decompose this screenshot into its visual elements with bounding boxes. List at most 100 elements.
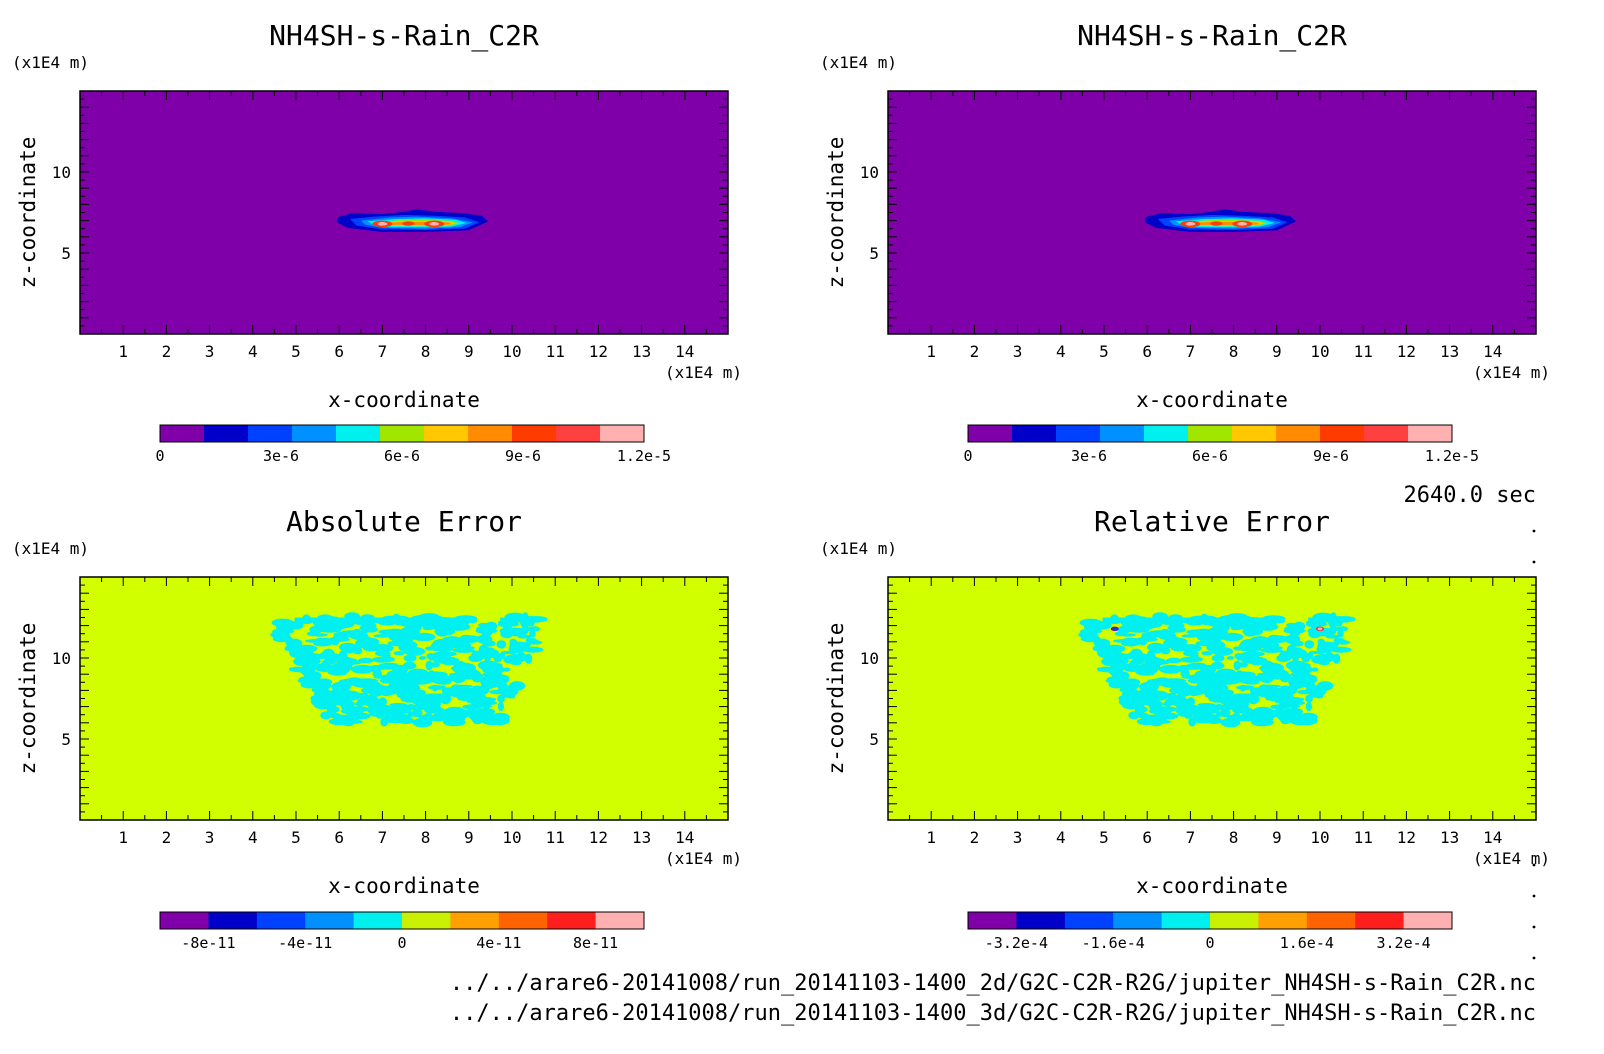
error-speckle	[391, 617, 412, 622]
error-speckle	[272, 634, 293, 643]
error-speckle	[1305, 701, 1312, 712]
error-speckle	[1287, 676, 1309, 686]
error-speckle	[361, 697, 380, 704]
colorbar-swatch	[1355, 912, 1405, 929]
error-speckle	[1238, 617, 1257, 622]
error-speckle	[391, 707, 412, 714]
colorbar-swatch	[1064, 912, 1114, 929]
error-speckle	[476, 634, 493, 644]
x-unit-label: (x1E4 m)	[1473, 363, 1550, 382]
colorbar-swatch	[1188, 425, 1233, 442]
x-tick-label: 13	[632, 342, 651, 361]
error-speckle	[1265, 664, 1284, 673]
error-speckle	[328, 706, 340, 713]
error-speckle	[369, 710, 382, 717]
error-speckle	[1256, 673, 1278, 681]
error-speckle	[430, 705, 442, 712]
y-unit-label: (x1E4 m)	[12, 539, 89, 558]
error-speckle	[314, 621, 323, 632]
error-speckle	[340, 617, 354, 623]
error-speckle	[465, 691, 476, 697]
x-unit-label: (x1E4 m)	[1473, 849, 1550, 868]
x-tick-label: 11	[1354, 828, 1373, 847]
error-speckle	[476, 626, 492, 632]
error-speckle	[1292, 656, 1299, 663]
error-speckle	[425, 662, 440, 668]
error-speckle	[1267, 645, 1278, 650]
error-speckle	[1270, 617, 1285, 622]
colorbar-swatch	[968, 425, 1013, 442]
error-speckle	[1245, 653, 1260, 661]
error-speckle	[345, 633, 352, 638]
y-unit-label: (x1E4 m)	[820, 53, 897, 72]
error-speckle	[1234, 675, 1246, 683]
y-axis-title: z-coordinate	[824, 623, 848, 775]
x-tick-label: 7	[378, 342, 388, 361]
colorbar-label: -1.6e-4	[1082, 934, 1145, 952]
x-tick-label: 4	[248, 342, 258, 361]
error-speckle	[1180, 656, 1201, 663]
error-speckle	[1119, 687, 1127, 693]
colorbar-frame	[967, 424, 1453, 443]
error-speckle	[1121, 689, 1141, 699]
error-speckle	[378, 697, 387, 707]
error-speckle	[1199, 631, 1221, 640]
error-speckle	[497, 701, 504, 712]
y-unit-label: (x1E4 m)	[12, 53, 89, 72]
x-tick-label: 7	[378, 828, 388, 847]
x-tick-label: 1	[926, 828, 936, 847]
ticks	[79, 90, 729, 335]
error-speckle	[1205, 693, 1225, 699]
extreme-negative-core	[1112, 627, 1118, 631]
error-speckle	[479, 676, 501, 686]
error-speckle	[1305, 674, 1318, 684]
x-tick-label: 11	[546, 342, 565, 361]
error-speckle	[509, 617, 522, 623]
chart-panel-4: Relative Error (x1E4 m) (x1E4 m) x-coordina…	[820, 505, 1550, 952]
colorbar-swatch	[968, 912, 1017, 929]
file-path-2d: ../../arare6-20141008/run_20141103-1400_…	[450, 971, 1536, 996]
colorbar-swatch	[204, 425, 249, 442]
error-speckle	[1088, 629, 1103, 634]
error-speckle	[1249, 636, 1270, 645]
error-speckle	[482, 665, 505, 675]
error-speckle	[1153, 633, 1160, 638]
error-speckle	[353, 712, 371, 720]
error-speckle	[1265, 696, 1280, 701]
y-axis-title: z-coordinate	[824, 137, 848, 289]
error-speckle	[1159, 664, 1183, 674]
x-tick-label: 2	[162, 342, 172, 361]
x-tick-label: 1	[926, 342, 936, 361]
colorbar-label: -4e-11	[278, 934, 332, 952]
x-axis-title: x-coordinate	[328, 388, 480, 412]
error-speckle	[1136, 636, 1158, 642]
y-tick-label: 5	[61, 244, 71, 263]
error-speckle	[1243, 679, 1260, 685]
error-speckle	[481, 715, 505, 726]
error-speckle	[1124, 617, 1142, 623]
error-speckle	[430, 617, 449, 622]
error-speckle	[362, 644, 379, 652]
x-tick-label: 14	[1483, 342, 1502, 361]
error-speckle	[521, 646, 544, 653]
error-speckle	[348, 617, 357, 622]
error-speckle	[1256, 617, 1276, 622]
error-speckle	[1328, 617, 1345, 623]
error-speckle	[433, 643, 455, 652]
colorbar-label: 0	[397, 934, 406, 952]
colorbar-swatch	[1403, 912, 1453, 929]
peak-center-1	[377, 222, 388, 226]
error-speckle	[1241, 643, 1263, 652]
x-tick-label: 9	[1272, 342, 1282, 361]
error-speckle	[1251, 717, 1273, 725]
error-speckle	[403, 654, 417, 662]
error-speckle	[1162, 617, 1174, 623]
error-speckle	[530, 617, 547, 621]
error-speckle	[499, 627, 512, 635]
error-speckle	[1152, 658, 1161, 669]
error-speckle	[441, 687, 457, 694]
error-speckle	[1183, 650, 1199, 657]
error-speckle	[448, 673, 470, 681]
error-speckle	[322, 681, 332, 689]
error-speckle	[1308, 650, 1327, 655]
